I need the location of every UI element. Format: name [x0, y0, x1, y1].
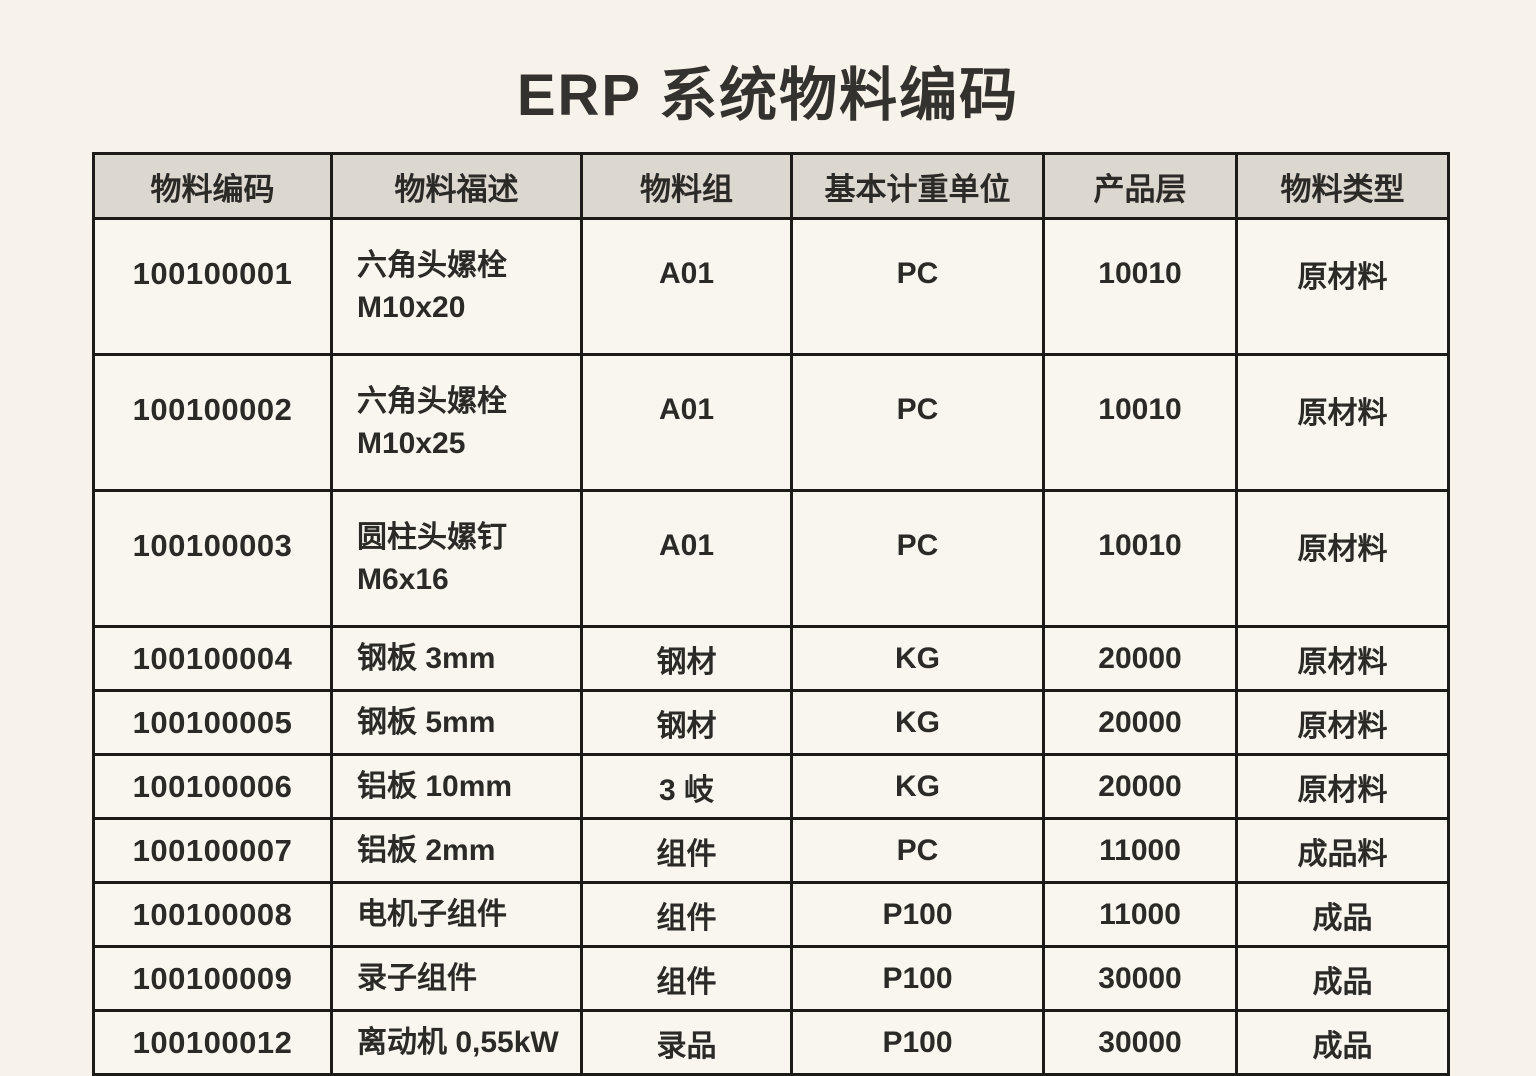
cell-material-type: 原材料 — [1235, 217, 1450, 356]
cell-material-type: 成品 — [1235, 1009, 1450, 1076]
cell-material-type: 原材料 — [1235, 353, 1450, 492]
cell-material-type: 成品料 — [1235, 817, 1450, 884]
cell-base-uom: P100 — [790, 881, 1045, 948]
cell-material-code: 100100007 — [92, 817, 333, 884]
cell-material-code: 100100006 — [92, 753, 333, 820]
cell-material-group: 钢材 — [580, 689, 793, 756]
cell-product-level: 30000 — [1042, 945, 1238, 1012]
table-row: 100100007 铝板 2mm 组件 PC 11000 成品料 — [92, 817, 1450, 884]
cell-material-group: 录品 — [580, 1009, 793, 1076]
material-desc-line: 六角头嫘栓 — [357, 384, 507, 418]
cell-material-desc: 离动机 0,55kW — [330, 1009, 583, 1076]
table-row: 100100008 电机子组件 组件 P100 11000 成品 — [92, 881, 1450, 948]
cell-material-type: 原材料 — [1235, 689, 1450, 756]
cell-material-group: 组件 — [580, 817, 793, 884]
material-desc-line: 六角头嫘栓 — [357, 248, 507, 282]
cell-base-uom: PC — [790, 489, 1045, 628]
cell-product-level: 10010 — [1042, 217, 1238, 356]
table-row: 100100005 钢板 5mm 钢材 KG 20000 原材料 — [92, 689, 1450, 756]
cell-product-level: 20000 — [1042, 753, 1238, 820]
header-product-level: 产品层 — [1042, 152, 1238, 220]
table-row: 100100001 六角头嫘栓 M10x20 A01 PC 10010 原材料 — [92, 217, 1450, 356]
cell-product-level: 11000 — [1042, 881, 1238, 948]
cell-material-group: A01 — [580, 353, 793, 492]
cell-base-uom: PC — [790, 817, 1045, 884]
material-desc-line: M6x16 — [357, 562, 449, 596]
cell-base-uom: KG — [790, 753, 1045, 820]
cell-material-type: 原材料 — [1235, 625, 1450, 692]
header-material-code: 物料编码 — [92, 152, 333, 220]
cell-material-code: 100100002 — [92, 353, 333, 492]
cell-base-uom: KG — [790, 625, 1045, 692]
cell-material-desc: 铝板 2mm — [330, 817, 583, 884]
cell-base-uom: KG — [790, 689, 1045, 756]
material-desc-line: 电机子组件 — [357, 897, 507, 931]
cell-material-desc: 六角头嫘栓 M10x20 — [330, 217, 583, 356]
cell-material-desc: 铝板 10mm — [330, 753, 583, 820]
cell-material-type: 原材料 — [1235, 753, 1450, 820]
table-row: 100100009 录子组件 组件 P100 30000 成品 — [92, 945, 1450, 1012]
cell-material-code: 100100001 — [92, 217, 333, 356]
header-material-type: 物料类型 — [1235, 152, 1450, 220]
material-desc-line: 铝板 2mm — [357, 833, 496, 867]
cell-material-code: 100100009 — [92, 945, 333, 1012]
material-code-table: 物料编码 物料福述 物料组 基本计重单位 产品层 物料类型 100100001 六… — [92, 152, 1450, 1076]
cell-base-uom: PC — [790, 353, 1045, 492]
table-row: 100100012 离动机 0,55kW 录品 P100 30000 成品 — [92, 1009, 1450, 1076]
material-desc-line: 圆柱头嫘钉 — [357, 520, 507, 554]
cell-base-uom: P100 — [790, 945, 1045, 1012]
material-desc-line: 录子组件 — [357, 961, 477, 995]
cell-material-code: 100100005 — [92, 689, 333, 756]
cell-material-group: A01 — [580, 489, 793, 628]
page-title: ERP 系统物料编码 — [516, 63, 1020, 128]
cell-material-desc: 电机子组件 — [330, 881, 583, 948]
cell-product-level: 11000 — [1042, 817, 1238, 884]
cell-material-type: 原材料 — [1235, 489, 1450, 628]
cell-product-level: 30000 — [1042, 1009, 1238, 1076]
table-row: 100100006 铝板 10mm 3 岐 KG 20000 原材料 — [92, 753, 1450, 820]
cell-material-group: 组件 — [580, 945, 793, 1012]
table-row: 100100004 钢板 3mm 钢材 KG 20000 原材料 — [92, 625, 1450, 692]
table-row: 100100003 圆柱头嫘钉 M6x16 A01 PC 10010 原材料 — [92, 489, 1450, 628]
cell-material-desc: 钢板 5mm — [330, 689, 583, 756]
cell-base-uom: P100 — [790, 1009, 1045, 1076]
cell-material-desc: 圆柱头嫘钉 M6x16 — [330, 489, 583, 628]
header-material-desc: 物料福述 — [330, 152, 583, 220]
cell-material-code: 100100003 — [92, 489, 333, 628]
cell-product-level: 10010 — [1042, 353, 1238, 492]
cell-material-desc: 钢板 3mm — [330, 625, 583, 692]
cell-product-level: 20000 — [1042, 625, 1238, 692]
table-row: 100100002 六角头嫘栓 M10x25 A01 PC 10010 原材料 — [92, 353, 1450, 492]
cell-material-group: 3 岐 — [580, 753, 793, 820]
cell-material-group: A01 — [580, 217, 793, 356]
cell-material-desc: 录子组件 — [330, 945, 583, 1012]
cell-material-type: 成品 — [1235, 945, 1450, 1012]
cell-base-uom: PC — [790, 217, 1045, 356]
material-desc-line: 铝板 10mm — [357, 769, 513, 803]
material-desc-line: M10x25 — [357, 426, 466, 460]
material-desc-line: M10x20 — [357, 290, 466, 324]
cell-material-group: 组件 — [580, 881, 793, 948]
cell-material-desc: 六角头嫘栓 M10x25 — [330, 353, 583, 492]
cell-product-level: 10010 — [1042, 489, 1238, 628]
cell-material-type: 成品 — [1235, 881, 1450, 948]
cell-material-group: 钢材 — [580, 625, 793, 692]
header-base-uom: 基本计重单位 — [790, 152, 1045, 220]
cell-product-level: 20000 — [1042, 689, 1238, 756]
cell-material-code: 100100004 — [92, 625, 333, 692]
material-desc-line: 钢板 3mm — [357, 641, 496, 675]
header-material-group: 物料组 — [580, 152, 793, 220]
cell-material-code: 100100012 — [92, 1009, 333, 1076]
table-header-row: 物料编码 物料福述 物料组 基本计重单位 产品层 物料类型 — [92, 152, 1450, 220]
material-desc-line: 离动机 0,55kW — [357, 1025, 559, 1059]
material-desc-line: 钢板 5mm — [357, 705, 496, 739]
cell-material-code: 100100008 — [92, 881, 333, 948]
